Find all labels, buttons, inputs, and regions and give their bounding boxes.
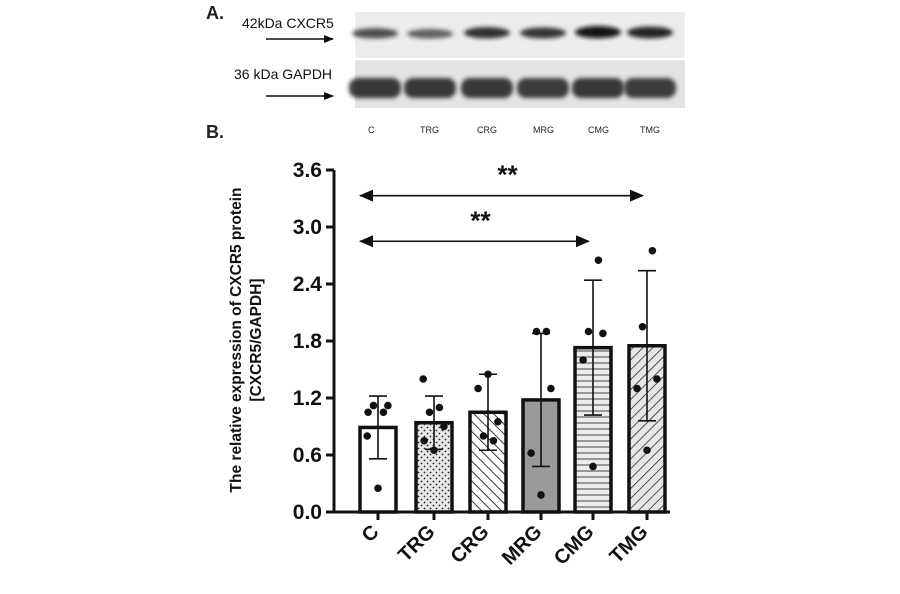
gapdh-band-mrg	[517, 78, 569, 98]
data-point-c	[384, 401, 392, 410]
data-point-tmg	[653, 375, 661, 383]
x-category-label-trg: TRG	[394, 521, 439, 566]
x-category-label-crg: CRG	[447, 521, 494, 568]
lane-label-c: C	[368, 125, 375, 135]
lane-labels: C TRG CRG MRG CMG TMG	[368, 125, 660, 135]
cxcr5-band-c	[352, 28, 398, 39]
cxcr5-band-crg	[464, 27, 510, 39]
x-category-label-tmg: TMG	[606, 521, 653, 568]
y-tick-label: 0.6	[293, 444, 322, 467]
error-bar-tmg	[638, 269, 656, 422]
data-point-trg	[430, 446, 438, 455]
lane-label-tmg: TMG	[640, 125, 660, 135]
panel-a-label: A.	[206, 3, 224, 23]
data-point-mrg	[547, 384, 555, 393]
lane-label-crg: CRG	[477, 125, 497, 135]
data-point-trg	[425, 408, 434, 417]
cxcr5-band-trg	[407, 28, 453, 39]
data-point-cmg	[584, 327, 593, 336]
significance-label-2: **	[470, 205, 491, 235]
western-blot-panel: A. 42kDa CXCR5 36 kDa GAPDH C TRG CRG MRG CM…	[206, 3, 685, 135]
y-tick-label: 2.4	[293, 273, 323, 296]
data-point-trg	[440, 422, 448, 431]
data-point-mrg	[527, 449, 535, 457]
lane-label-trg: TRG	[420, 125, 439, 135]
data-point-crg	[494, 417, 502, 426]
cxcr5-band-cmg	[575, 26, 621, 39]
data-point-trg	[435, 403, 444, 412]
y-axis-title-line1: The relative expression of CXCR5 protein	[228, 188, 245, 493]
x-category-label-c: C	[358, 521, 384, 547]
data-point-mrg	[542, 327, 551, 336]
lane-label-cmg: CMG	[588, 125, 609, 135]
data-point-c	[364, 408, 372, 417]
gapdh-marker-label: 36 kDa GAPDH	[234, 66, 332, 82]
data-point-c	[379, 408, 388, 417]
data-point-mrg	[537, 491, 545, 499]
data-point-tmg	[638, 322, 647, 331]
data-point-cmg	[579, 356, 587, 364]
gapdh-band-cmg	[572, 78, 624, 98]
data-point-c	[374, 484, 382, 493]
error-bar-cmg	[584, 279, 602, 416]
chart-plot-area: 0.0 0.6 1.2 1.8 2.4 3.0 3.6 C TRG CRG MRG CMG TMG ***…	[293, 159, 670, 570]
bar-chart-panel: B. The relative expression of CXCR5 prot…	[206, 122, 670, 570]
blot-bands	[349, 26, 676, 98]
data-point-tmg	[643, 446, 651, 455]
y-tick-label: 3.6	[293, 159, 322, 182]
lane-label-mrg: MRG	[533, 125, 554, 135]
data-point-crg	[489, 436, 498, 445]
data-point-mrg	[532, 327, 541, 336]
data-point-tmg	[648, 246, 657, 255]
significance-label-1: **	[497, 160, 518, 190]
data-point-trg	[420, 436, 428, 445]
y-tick-label: 1.8	[293, 330, 323, 353]
y-tick-label: 0.0	[293, 501, 322, 524]
error-bar-c	[369, 395, 387, 460]
y-tick-label: 3.0	[293, 216, 322, 239]
gapdh-band-tmg	[624, 78, 676, 98]
gapdh-band-crg	[461, 78, 513, 98]
data-point-c	[369, 401, 378, 410]
data-point-cmg	[589, 462, 597, 471]
cxcr5-marker-label: 42kDa CXCR5	[242, 15, 334, 31]
y-tick-label: 1.2	[293, 387, 322, 410]
data-point-tmg	[633, 384, 641, 393]
gapdh-band-c	[349, 78, 401, 98]
cxcr5-band-mrg	[520, 27, 566, 39]
data-point-crg	[474, 384, 482, 393]
gapdh-band-trg	[404, 78, 456, 98]
y-axis-title-line2: [CXCR5/GAPDH]	[248, 278, 265, 401]
x-category-label-cmg: CMG	[550, 521, 599, 570]
panel-b-label: B.	[206, 122, 224, 142]
data-point-cmg	[599, 329, 607, 338]
data-point-cmg	[594, 256, 603, 265]
data-point-crg	[479, 432, 488, 440]
data-point-trg	[419, 375, 428, 383]
x-category-label-mrg: MRG	[498, 521, 547, 570]
data-point-c	[363, 432, 372, 440]
data-point-crg	[484, 370, 492, 379]
cxcr5-band-tmg	[627, 26, 673, 39]
